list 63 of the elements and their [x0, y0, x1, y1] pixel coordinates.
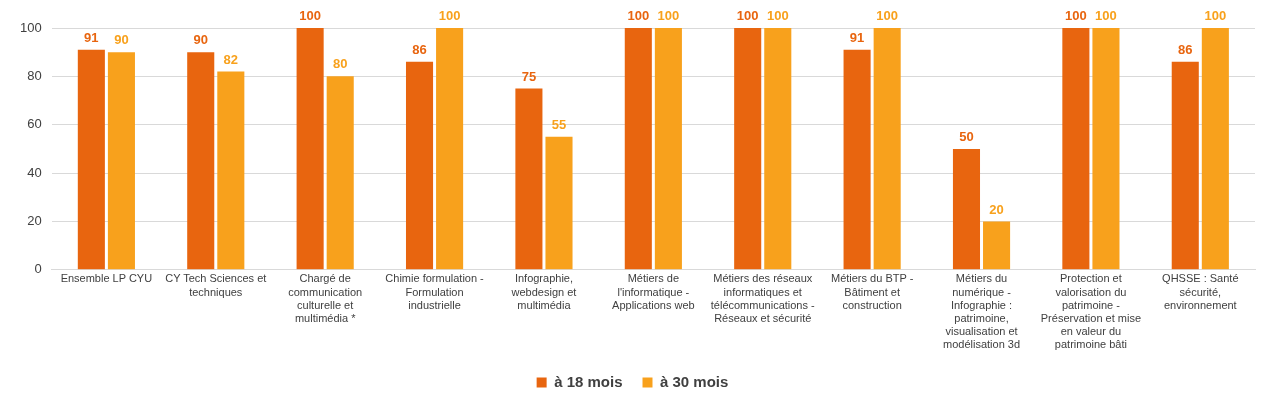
data-label: 80 — [332, 56, 348, 72]
data-label: 90 — [193, 32, 208, 48]
data-label: 100 — [1065, 8, 1087, 24]
bar — [217, 71, 245, 270]
data-label: 86 — [1178, 41, 1193, 57]
data-label: 100 — [1095, 8, 1117, 24]
bar — [764, 28, 792, 270]
data-label: 75 — [521, 68, 537, 84]
bar — [1171, 61, 1199, 270]
x-tick-label: Ensemble LP CYU — [60, 272, 153, 285]
bar — [187, 52, 215, 270]
data-label: 100 — [766, 8, 789, 24]
bar — [624, 28, 652, 270]
bar — [326, 76, 354, 270]
bar — [1092, 28, 1120, 270]
bar — [107, 52, 135, 270]
x-tick-label: Métiers de l'informatique - Applications web — [612, 272, 695, 311]
bar — [843, 49, 871, 270]
bar — [405, 61, 434, 270]
x-tick-label: Chimie formulation - Formulation industrielle — [385, 272, 485, 311]
bar — [515, 88, 543, 270]
bar — [1201, 28, 1229, 270]
legend-label: à 30 mois — [660, 372, 729, 390]
data-label: 91 — [849, 29, 865, 45]
y-tick-label: 80 — [27, 67, 42, 83]
x-tick-label: Infographie, webdesign et multimédia — [510, 272, 577, 311]
data-label: 20 — [989, 201, 1004, 217]
x-tick-label: Chargé de communication culturelle et multimédia * — [288, 272, 363, 325]
data-label: 100 — [627, 8, 650, 24]
bar — [654, 28, 682, 270]
data-label: 100 — [736, 8, 759, 24]
x-tick-label: QHSSE : Santé sécurité, environnement — [1162, 272, 1239, 311]
x-tick-label: Métiers du BTP - Bâtiment et construction — [830, 272, 914, 311]
data-label: 82 — [223, 51, 239, 67]
data-label: 100 — [299, 8, 321, 24]
bar — [952, 148, 981, 270]
x-tick-label: Métiers du numérique - Infographie : patrimoine, visualisation et modélisation 3d — [942, 272, 1021, 351]
x-tick-label: Métiers des réseaux informatiques et télécommunications - Réseaux et sécurité — [710, 272, 816, 325]
y-tick-label: 60 — [27, 116, 42, 132]
data-label: 100 — [1204, 8, 1227, 24]
y-tick-label: 0 — [34, 261, 42, 277]
bar — [436, 28, 464, 270]
bar — [545, 136, 573, 270]
y-tick-label: 100 — [19, 19, 42, 35]
x-tick-label: Protection et valorisation du patrimoine - Préservation et mise en valeur du patrimoine bâti — [1040, 272, 1142, 351]
y-tick-label: 40 — [27, 164, 42, 180]
data-label: 86 — [412, 41, 427, 57]
data-label: 55 — [551, 116, 567, 132]
data-label: 100 — [438, 8, 461, 24]
data-label: 50 — [959, 128, 974, 144]
legend-label: à 18 mois — [554, 372, 623, 390]
bar — [873, 28, 901, 270]
bar — [296, 28, 324, 270]
data-label: 100 — [657, 8, 680, 24]
bar — [1062, 28, 1090, 270]
data-label: 91 — [84, 29, 99, 45]
bar — [983, 221, 1011, 270]
data-label: 90 — [114, 32, 129, 48]
bar — [734, 28, 762, 270]
x-tick-label: CY Tech Sciences et techniques — [165, 272, 267, 298]
y-tick-label: 20 — [27, 213, 42, 229]
data-label: 100 — [876, 8, 899, 24]
bar — [77, 49, 105, 270]
